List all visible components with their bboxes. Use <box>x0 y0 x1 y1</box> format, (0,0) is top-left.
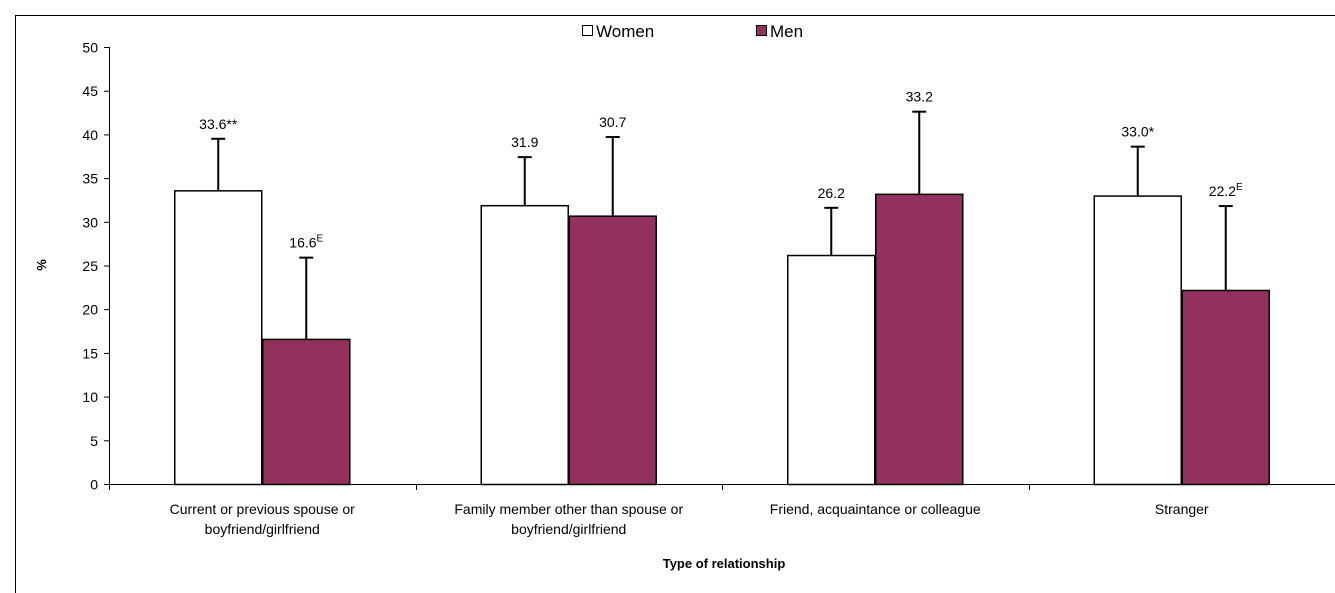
category-label: Stranger <box>1155 501 1209 517</box>
y-tick-label: 40 <box>82 127 98 143</box>
y-axis-title: % <box>34 259 49 271</box>
x-axis-title: Type of relationship <box>663 556 786 571</box>
bar-men-1 <box>568 215 657 486</box>
data-label: 26.2 <box>818 185 845 201</box>
category-label: boyfriend/girlfriend <box>205 521 320 537</box>
y-tick-label: 20 <box>82 302 98 318</box>
bar-men-3 <box>1181 289 1270 486</box>
legend-label: Women <box>596 22 654 41</box>
bar-women-0 <box>174 190 263 486</box>
bar-men-0 <box>262 338 351 486</box>
y-tick-label: 25 <box>82 258 98 274</box>
data-label: 33.0* <box>1121 124 1154 140</box>
category-label: Friend, acquaintance or colleague <box>770 501 981 517</box>
data-label: 31.9 <box>511 134 538 150</box>
data-label: 22.2E <box>1209 182 1243 199</box>
y-tick-label: 15 <box>82 345 98 361</box>
data-label: 30.7 <box>599 114 626 130</box>
data-label: 33.2 <box>906 89 933 105</box>
y-tick-label: 50 <box>82 40 98 56</box>
y-tick-label: 10 <box>82 389 98 405</box>
bar-women-2 <box>787 254 876 486</box>
bar-men-2 <box>875 193 964 486</box>
y-tick-label: 0 <box>90 477 98 493</box>
legend-swatch <box>756 25 767 36</box>
bar-women-3 <box>1093 195 1182 486</box>
chart-frame <box>15 15 1335 593</box>
bar-women-1 <box>480 204 569 486</box>
category-labels: Current or previous spouse or boyfriend/g… <box>170 501 1209 537</box>
data-label: 33.6** <box>199 116 238 132</box>
legend-swatch <box>582 25 593 36</box>
y-tick-label: 45 <box>82 83 98 99</box>
category-label: boyfriend/girlfriend <box>511 521 626 537</box>
category-label: Current or previous spouse or <box>170 501 356 517</box>
bars <box>174 110 1270 486</box>
data-labels: 33.6** 31.9 26.2 33.0* 16.6E 30.7 33.2 22.2E <box>199 89 1243 251</box>
y-tick-label: 35 <box>82 171 98 187</box>
category-label: Family member other than spouse or <box>454 501 683 517</box>
legend-label: Men <box>770 22 803 41</box>
legend: Women Men <box>582 22 803 41</box>
data-label: 16.6E <box>289 234 323 251</box>
y-tick-label: 5 <box>90 433 98 449</box>
y-tick-label: 30 <box>82 214 98 230</box>
